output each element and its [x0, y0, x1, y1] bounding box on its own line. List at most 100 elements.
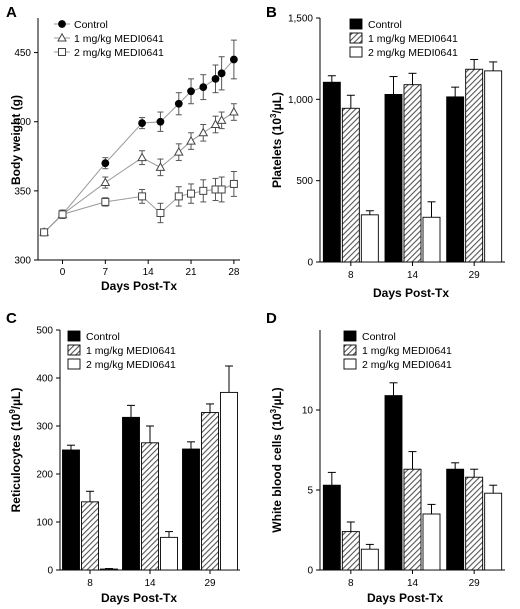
panel-a-data-point [187, 87, 195, 96]
panel-c-y-axis-title-tail: /µL) [9, 388, 23, 410]
panel-a-x-tick-label: 0 [60, 267, 66, 278]
panel-a-legend-item-0: Control [54, 19, 108, 31]
panel-d-bar-1 [341, 531, 360, 571]
panel-c-x-tick-label: 14 [144, 578, 156, 589]
panel-d-bar-0 [384, 395, 403, 571]
legend-label: Control [368, 19, 402, 31]
panel-d-x-tick-label: 29 [469, 578, 481, 589]
panel-d-bar-2 [484, 492, 503, 571]
panel-a-data-point [198, 127, 209, 137]
legend-label: Control [362, 331, 396, 343]
panel-d-x-tick-label: 8 [348, 578, 354, 589]
panel-d-legend-item-1: 1 mg/kg MEDI0641 [343, 344, 452, 357]
panel-d-legend-item-2: 2 mg/kg MEDI0641 [343, 358, 452, 371]
panel-a-data-point [155, 162, 166, 171]
panel-d-bar-0 [446, 468, 465, 571]
panel-c-bar-2 [100, 568, 118, 571]
panel-c-x-tick-label: 8 [87, 578, 93, 589]
legend-label: 1 mg/kg MEDI0641 [362, 345, 452, 357]
legend-label: 2 mg/kg MEDI0641 [86, 359, 176, 371]
panel-c-legend-item-2: 2 mg/kg MEDI0641 [67, 358, 176, 371]
panel-b-y-tick-label: 500 [296, 176, 313, 187]
panel-c-bar-1 [141, 442, 159, 571]
panel-letter-c: C [6, 310, 17, 327]
legend-swatch-2 [349, 46, 363, 58]
panel-a-data-point [186, 135, 196, 145]
panel-c-bar-1 [81, 501, 99, 571]
panel-a-data-point [199, 83, 208, 92]
panel-a-x-tick-label: 28 [228, 267, 240, 278]
panel-a-data-point [174, 99, 183, 108]
panel-c-y-axis-title-sup: 9 [8, 409, 17, 414]
panel-c-x-axis-title: Days Post-Tx [101, 591, 177, 605]
legend-marker-circle [58, 20, 66, 28]
panel-d-y-axis-title-sup: 3 [269, 408, 278, 413]
panel-a-data-point [229, 55, 238, 64]
panel-a-series-line [43, 111, 235, 233]
panel-b-y-tick-label: 0 [307, 258, 313, 269]
panel-d-y-tick-label: 5 [307, 486, 313, 497]
panel-a-data-point [217, 69, 226, 78]
panel-a-series-2 [40, 170, 238, 237]
legend-swatch-0 [349, 18, 363, 30]
legend-marker-triangle [57, 32, 67, 42]
panel-b-legend-item-2: 2 mg/kg MEDI0641 [349, 46, 458, 59]
panel-letter-a: A [6, 4, 17, 21]
panel-a-data-point [210, 119, 221, 128]
panel-a-x-tick-label: 7 [103, 267, 109, 278]
panel-d-bar-1 [465, 476, 484, 571]
panel-a-data-point [217, 185, 226, 194]
panel-b-bar-2 [360, 214, 379, 263]
panel-c-y-tick-label: 100 [36, 518, 53, 529]
panel-d-bar-2 [422, 513, 441, 571]
panel-a-y-tick-label: 400 [14, 117, 31, 128]
panel-c-y-tick-label: 0 [47, 566, 53, 577]
panel-a-data-point [229, 179, 238, 188]
panel-c-bar-0 [62, 449, 80, 571]
legend-swatch-0 [343, 330, 357, 342]
panel-d-y-tick-label: 10 [302, 406, 314, 417]
panel-a-data-point [216, 115, 227, 124]
legend-swatch-1 [343, 344, 357, 356]
panel-b-y-tick-label: 1,500 [288, 14, 313, 25]
panel-b-bar-2 [484, 70, 503, 263]
panel-a-y-axis-title: Body weight (g) [9, 95, 23, 185]
panel-d-legend-item-0: Control [343, 330, 396, 343]
panel-c-y-axis-title-main: Reticulocytes (10 [9, 413, 23, 512]
legend-label: 2 mg/kg MEDI0641 [362, 359, 452, 371]
panel-a-y-tick-label: 300 [14, 256, 31, 267]
panel-b-bar-1 [403, 84, 422, 263]
panel-d-x-tick-label: 14 [407, 578, 419, 589]
panel-b-y-axis-title-tail: /µL) [270, 92, 284, 114]
panel-c-bar-2 [220, 391, 238, 571]
panel-a-y-tick-label: 350 [14, 186, 31, 197]
legend-swatch-0 [67, 330, 81, 342]
panel-c-bar-2 [160, 536, 178, 571]
panel-b-bar-0 [322, 81, 341, 263]
panel-b-x-tick-label: 14 [407, 270, 419, 281]
panel-c-y-tick-label: 300 [36, 422, 53, 433]
panel-a-data-point [187, 189, 196, 198]
panel-a-data-point [138, 192, 147, 201]
legend-label: Control [74, 19, 108, 31]
panel-b-y-axis-title-main: Platelets (10 [270, 118, 284, 188]
panel-a-data-point [173, 146, 184, 156]
panel-letter-d: D [266, 310, 277, 327]
panel-d-x-axis-title: Days Post-Tx [367, 591, 443, 605]
panel-d-bar-2 [360, 548, 379, 571]
panel-d-y-axis-title-tail: /µL) [270, 387, 284, 409]
panel-c-bar-1 [201, 412, 219, 571]
panel-b-x-tick-label: 8 [348, 270, 354, 281]
panel-a-data-point [211, 74, 220, 83]
legend-swatch-2 [67, 358, 81, 370]
panel-b-legend-item-0: Control [349, 18, 402, 31]
panel-letter-b: B [266, 4, 277, 21]
panel-a-x-tick-label: 14 [143, 267, 155, 278]
panel-b-y-axis-title: Platelets (103/µL) [269, 92, 284, 188]
panel-a-data-point [58, 210, 67, 219]
panel-c-bar-0 [182, 448, 200, 571]
legend-label: 1 mg/kg MEDI0641 [86, 345, 176, 357]
panel-a-legend-item-2: 2 mg/kg MEDI0641 [54, 47, 164, 59]
